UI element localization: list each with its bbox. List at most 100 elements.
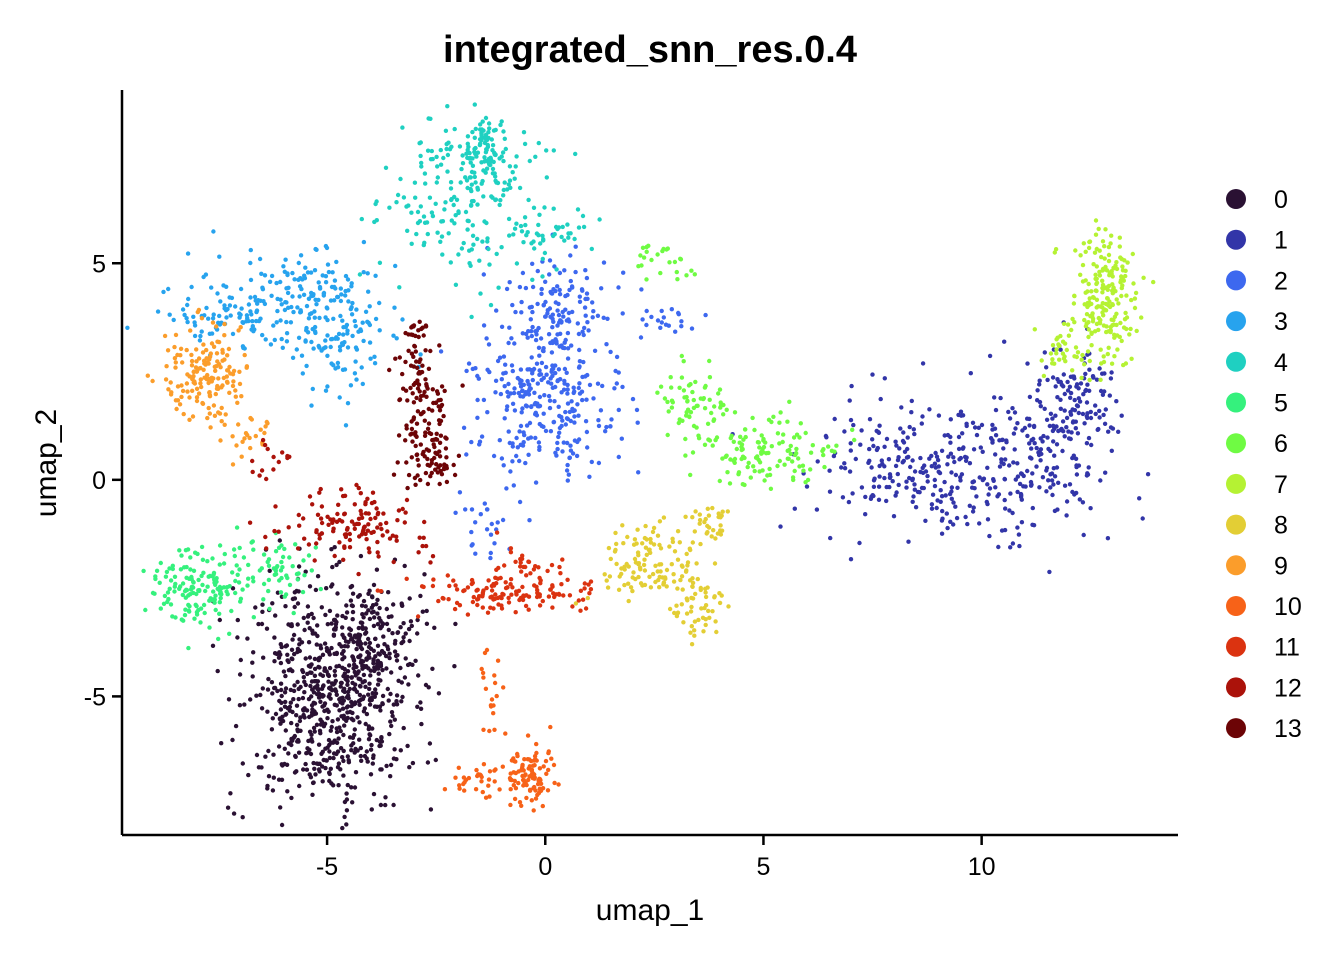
point [1088,506,1093,511]
point [620,384,625,390]
point [420,325,425,330]
point [565,222,570,227]
point [376,671,381,676]
point [343,423,349,428]
point [394,658,400,663]
point [517,458,522,464]
point [1124,326,1129,332]
point [375,539,380,545]
point [190,584,195,590]
point [1098,478,1103,483]
point [439,402,445,408]
point [821,452,826,458]
point [245,583,250,588]
point [313,711,319,716]
point [907,475,912,481]
point [477,442,482,447]
point [463,209,469,215]
point [397,397,402,403]
point [1105,536,1111,541]
point [677,385,682,390]
point [938,488,943,493]
point [534,332,539,337]
point [684,551,689,557]
point [201,342,206,347]
point [363,631,368,636]
point [755,440,761,445]
point [901,440,907,445]
point [1003,457,1008,462]
point [454,197,460,202]
point [385,644,390,649]
point [690,576,695,581]
point [413,430,418,435]
point [1064,513,1069,518]
point [225,380,230,385]
point [658,270,663,276]
point [198,333,203,339]
point [218,299,223,304]
point [581,332,586,338]
point [483,132,489,137]
point [302,536,307,541]
point [337,395,342,400]
point [555,446,560,452]
point [423,348,428,353]
point [366,511,371,516]
point [327,749,332,754]
point [290,738,295,743]
point [997,464,1003,469]
point [172,589,177,594]
point [289,622,294,627]
point [1049,478,1055,483]
point [499,456,505,461]
point [413,658,418,663]
point [267,279,273,284]
point [183,548,189,553]
point [426,366,432,371]
point [420,609,425,614]
point [1064,499,1070,504]
point [1050,361,1055,366]
point [1140,516,1145,521]
point [301,615,306,621]
point [312,673,318,678]
point [453,583,458,588]
point [304,363,309,369]
point [428,116,433,122]
point [409,431,414,436]
point [768,486,774,491]
point [360,620,365,626]
point [335,360,341,366]
point [218,595,223,601]
point [604,342,609,347]
point [636,574,641,580]
point [285,453,290,459]
point [295,679,300,685]
point [1054,465,1060,470]
point [250,319,255,324]
point [537,353,542,358]
point [689,624,694,629]
point [165,348,171,353]
point [227,390,232,395]
point [403,388,409,393]
legend-item-7: 7 [1226,471,1288,499]
point [363,626,368,631]
point [533,796,539,801]
point [493,390,498,395]
point [697,517,703,523]
point [253,433,258,439]
point [1109,233,1114,238]
point [553,450,558,455]
point [469,507,475,512]
legend-swatch [1226,718,1246,739]
point [906,539,911,544]
point [384,763,389,769]
point [1039,358,1044,363]
point [492,727,497,732]
point [325,622,330,627]
point [377,615,382,621]
point [695,403,700,408]
point [348,633,353,638]
